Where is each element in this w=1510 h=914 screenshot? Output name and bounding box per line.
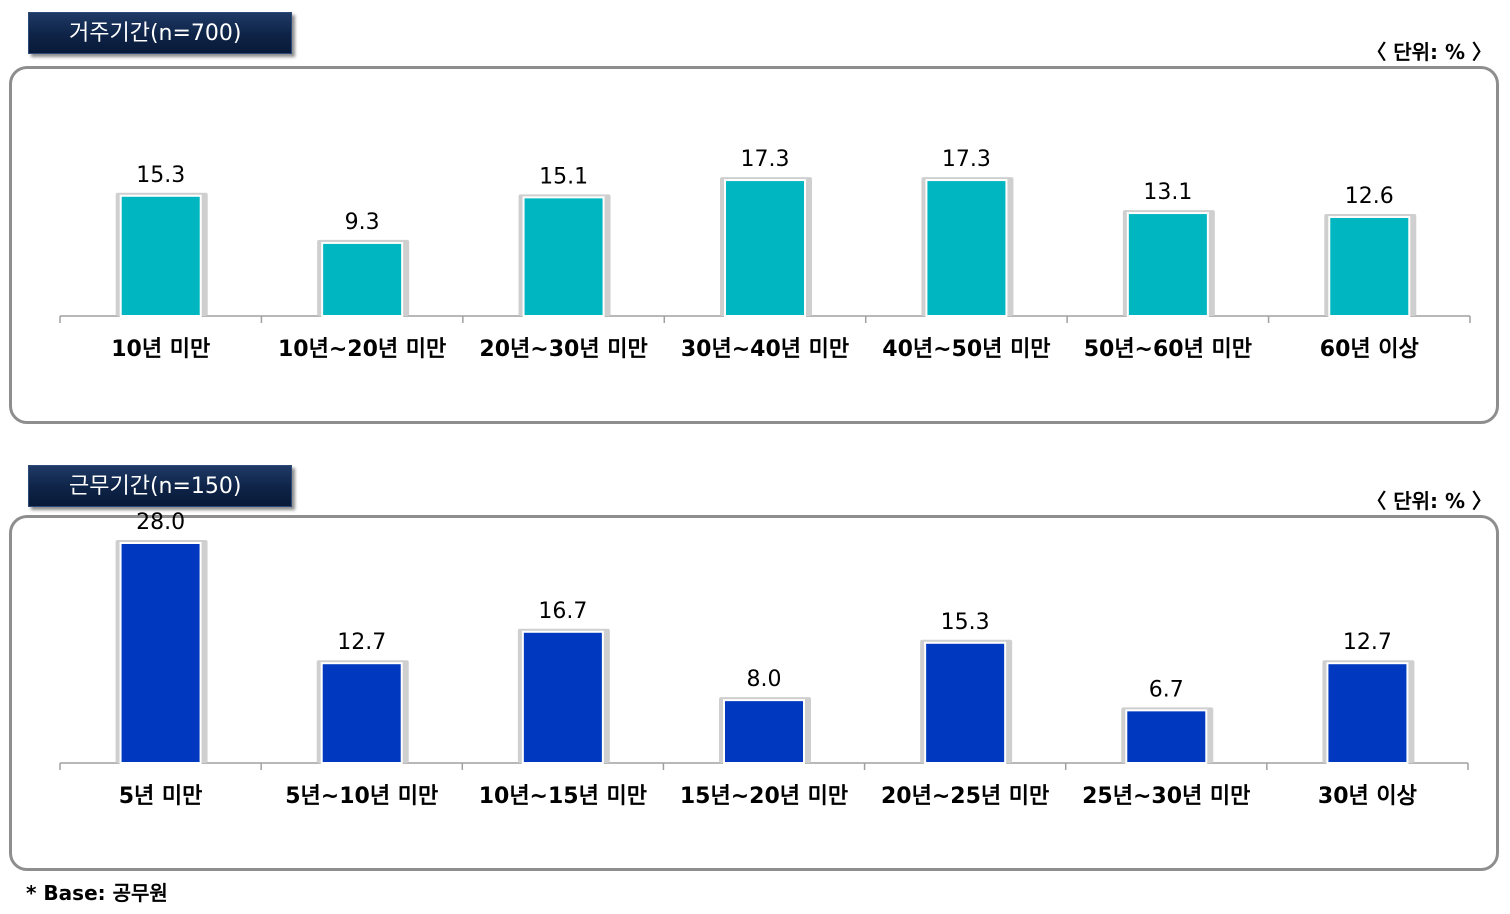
category-label: 5년~10년 미만 xyxy=(285,784,438,809)
bar-2 xyxy=(321,241,404,317)
data-label: 17.3 xyxy=(942,147,991,172)
bar-3 xyxy=(522,196,605,318)
bar-chart-residence: 15.3 10년 미만 9.3 10년~20년 미만 15.1 20년~30년 미만 17.… xyxy=(59,147,1471,362)
data-label: 12.7 xyxy=(1343,630,1392,655)
bar-1 xyxy=(119,194,202,318)
data-label: 15.1 xyxy=(539,164,588,189)
bar-7 xyxy=(1328,216,1411,317)
work-period-section: 근무기간(n=150) 〈 단위: % 〉 28.0 5년 미만 12.7 5년~10… xyxy=(0,453,1510,893)
category-label: 60년 이상 xyxy=(1320,337,1419,362)
data-label: 13.1 xyxy=(1143,180,1192,205)
bar-1 xyxy=(119,542,202,764)
data-label: 9.3 xyxy=(345,210,380,235)
category-label: 40년~50년 미만 xyxy=(882,337,1050,362)
data-label: 8.0 xyxy=(747,667,782,692)
bar-7 xyxy=(1326,662,1409,764)
chart-title-work: 근무기간(n=150) xyxy=(28,465,292,507)
bar-6 xyxy=(1125,709,1208,765)
chart-title-residence: 거주기간(n=700) xyxy=(28,12,292,54)
footnote: * Base: 공무원 xyxy=(26,881,168,905)
category-label: 20년~30년 미만 xyxy=(479,337,647,362)
unit-label-residence: 〈 단위: % 〉 xyxy=(1366,40,1492,64)
data-label: 16.7 xyxy=(538,599,587,624)
bar-4 xyxy=(723,699,805,764)
data-label: 15.3 xyxy=(136,163,185,188)
bar-6 xyxy=(1126,212,1209,317)
data-label: 6.7 xyxy=(1149,677,1184,702)
category-label: 25년~30년 미만 xyxy=(1082,784,1250,809)
data-label: 17.3 xyxy=(741,147,790,172)
category-label: 10년~20년 미만 xyxy=(278,337,446,362)
category-label: 10년~15년 미만 xyxy=(479,784,647,809)
category-label: 20년~25년 미만 xyxy=(881,784,1049,809)
category-label: 30년 이상 xyxy=(1318,784,1417,809)
category-label: 30년~40년 미만 xyxy=(681,337,849,362)
category-label: 50년~60년 미만 xyxy=(1084,337,1252,362)
data-label: 15.3 xyxy=(941,610,990,635)
category-label: 10년 미만 xyxy=(111,337,210,362)
residence-period-section: 거주기간(n=700) 〈 단위: % 〉 15.3 10년 미만 9.3 10년~2… xyxy=(0,0,1510,440)
bar-5 xyxy=(925,179,1008,317)
bar-3 xyxy=(521,630,604,764)
data-label: 28.0 xyxy=(136,510,185,535)
category-label: 15년~20년 미만 xyxy=(680,784,848,809)
bar-2 xyxy=(320,662,403,764)
unit-label-work: 〈 단위: % 〉 xyxy=(1366,489,1492,513)
category-label: 5년 미만 xyxy=(119,784,203,809)
bar-5 xyxy=(924,641,1007,765)
data-label: 12.6 xyxy=(1345,184,1394,209)
bar-chart-work: 28.0 5년 미만 12.7 5년~10년 미만 16.7 10년~15년 미만 8.0 1… xyxy=(59,510,1469,809)
bar-4 xyxy=(724,179,806,317)
data-label: 12.7 xyxy=(337,630,386,655)
chart-panel-work xyxy=(9,515,1499,871)
